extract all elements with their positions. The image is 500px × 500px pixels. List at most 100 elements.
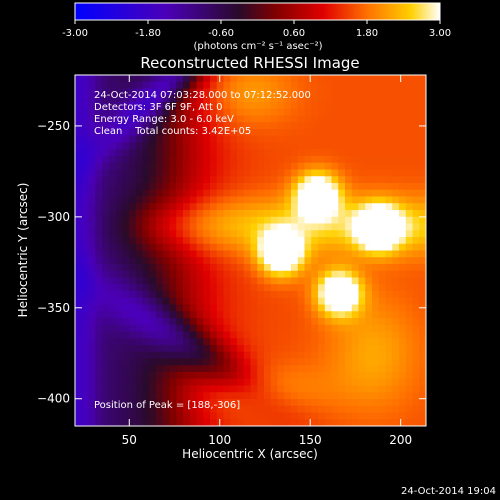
heatmap-cell [75, 270, 83, 279]
heatmap-cell [183, 257, 191, 265]
heatmap-cell [162, 372, 171, 380]
heatmap-cell [196, 223, 204, 231]
heatmap-cell [108, 250, 117, 258]
heatmap-cell [257, 203, 265, 211]
heatmap-cell [122, 412, 130, 420]
heatmap-cell [378, 95, 387, 103]
heatmap-cell [223, 385, 231, 393]
heatmap-cell [297, 304, 306, 312]
heatmap-cell [183, 237, 191, 245]
heatmap-cell [324, 392, 333, 400]
heatmap-cell [102, 412, 110, 420]
heatmap-cell [372, 203, 380, 211]
heatmap-cell [297, 210, 306, 218]
heatmap-cell [324, 264, 333, 272]
heatmap-cell [264, 243, 272, 252]
heatmap-cell [284, 88, 292, 96]
heatmap-cell [338, 257, 346, 265]
heatmap-cell [419, 399, 426, 407]
heatmap-cell [365, 196, 373, 204]
heatmap-cell [365, 203, 373, 211]
heatmap-cell [149, 102, 157, 110]
heatmap-cell [108, 223, 117, 231]
heatmap-cell [95, 156, 103, 164]
heatmap-cell [95, 88, 103, 96]
heatmap-cell [358, 365, 366, 373]
heatmap-cell [162, 412, 171, 420]
heatmap-cell [95, 412, 103, 420]
heatmap-cell [108, 230, 117, 238]
heatmap-cell [88, 399, 96, 407]
heatmap-cell [162, 250, 171, 258]
heatmap-cell [210, 365, 218, 373]
heatmap-cell [243, 419, 252, 426]
heatmap-cell [95, 169, 103, 177]
heatmap-cell [95, 264, 103, 272]
heatmap-cell [149, 250, 157, 258]
heatmap-cell [304, 237, 312, 245]
heatmap-cell [95, 257, 103, 265]
heatmap-cell [338, 115, 346, 123]
heatmap-cell [419, 108, 426, 117]
heatmap-cell [203, 304, 211, 312]
heatmap-cell [372, 365, 380, 373]
heatmap-cell [257, 122, 265, 130]
heatmap-cell [189, 304, 198, 312]
heatmap-cell [122, 237, 130, 245]
heatmap-cell [372, 270, 380, 279]
heatmap-cell [122, 135, 130, 144]
heatmap-cell [183, 81, 191, 90]
heatmap-cell [297, 142, 306, 150]
heatmap-cell [243, 270, 252, 279]
heatmap-cell [149, 88, 157, 96]
heatmap-cell [196, 230, 204, 238]
heatmap-cell [338, 142, 346, 150]
heatmap-cell [216, 419, 225, 426]
heatmap-cell [419, 372, 426, 380]
heatmap-cell [75, 203, 83, 211]
heatmap-cell [392, 338, 400, 346]
heatmap-cell [270, 176, 279, 184]
heatmap-cell [318, 237, 326, 245]
heatmap-cell [331, 257, 339, 265]
heatmap-cell [243, 108, 252, 117]
heatmap-cell [129, 284, 137, 292]
heatmap-cell [189, 122, 198, 130]
heatmap-cell [378, 115, 387, 123]
heatmap-cell [345, 88, 353, 96]
heatmap-cell [189, 156, 198, 164]
heatmap-cell [358, 345, 366, 353]
heatmap-cell [115, 196, 123, 204]
heatmap-cell [351, 203, 360, 211]
heatmap-cell [149, 223, 157, 231]
heatmap-cell [338, 95, 346, 103]
heatmap-cell [102, 176, 110, 184]
heatmap-cell [264, 277, 272, 285]
heatmap-cell [108, 419, 117, 426]
heatmap-cell [257, 412, 265, 420]
heatmap-cell [324, 297, 333, 306]
heatmap-cell [297, 270, 306, 279]
heatmap-cell [135, 372, 144, 380]
heatmap-cell [264, 81, 272, 90]
heatmap-cell [115, 216, 123, 225]
heatmap-cell [378, 412, 387, 420]
heatmap-cell [129, 338, 137, 346]
heatmap-cell [122, 405, 130, 414]
heatmap-cell [196, 264, 204, 272]
heatmap-cell [257, 277, 265, 285]
heatmap-cell [331, 291, 339, 299]
heatmap-cell [318, 169, 326, 177]
heatmap-cell [365, 75, 373, 83]
heatmap-cell [392, 257, 400, 265]
heatmap-cell [277, 392, 285, 400]
heatmap-cell [122, 270, 130, 279]
heatmap-cell [284, 183, 292, 191]
heatmap-cell [392, 365, 400, 373]
heatmap-cell [149, 216, 157, 225]
heatmap-cell [129, 216, 137, 225]
heatmap-cell [149, 196, 157, 204]
heatmap-cell [412, 176, 420, 184]
heatmap-cell [412, 183, 420, 191]
heatmap-cell [108, 284, 117, 292]
